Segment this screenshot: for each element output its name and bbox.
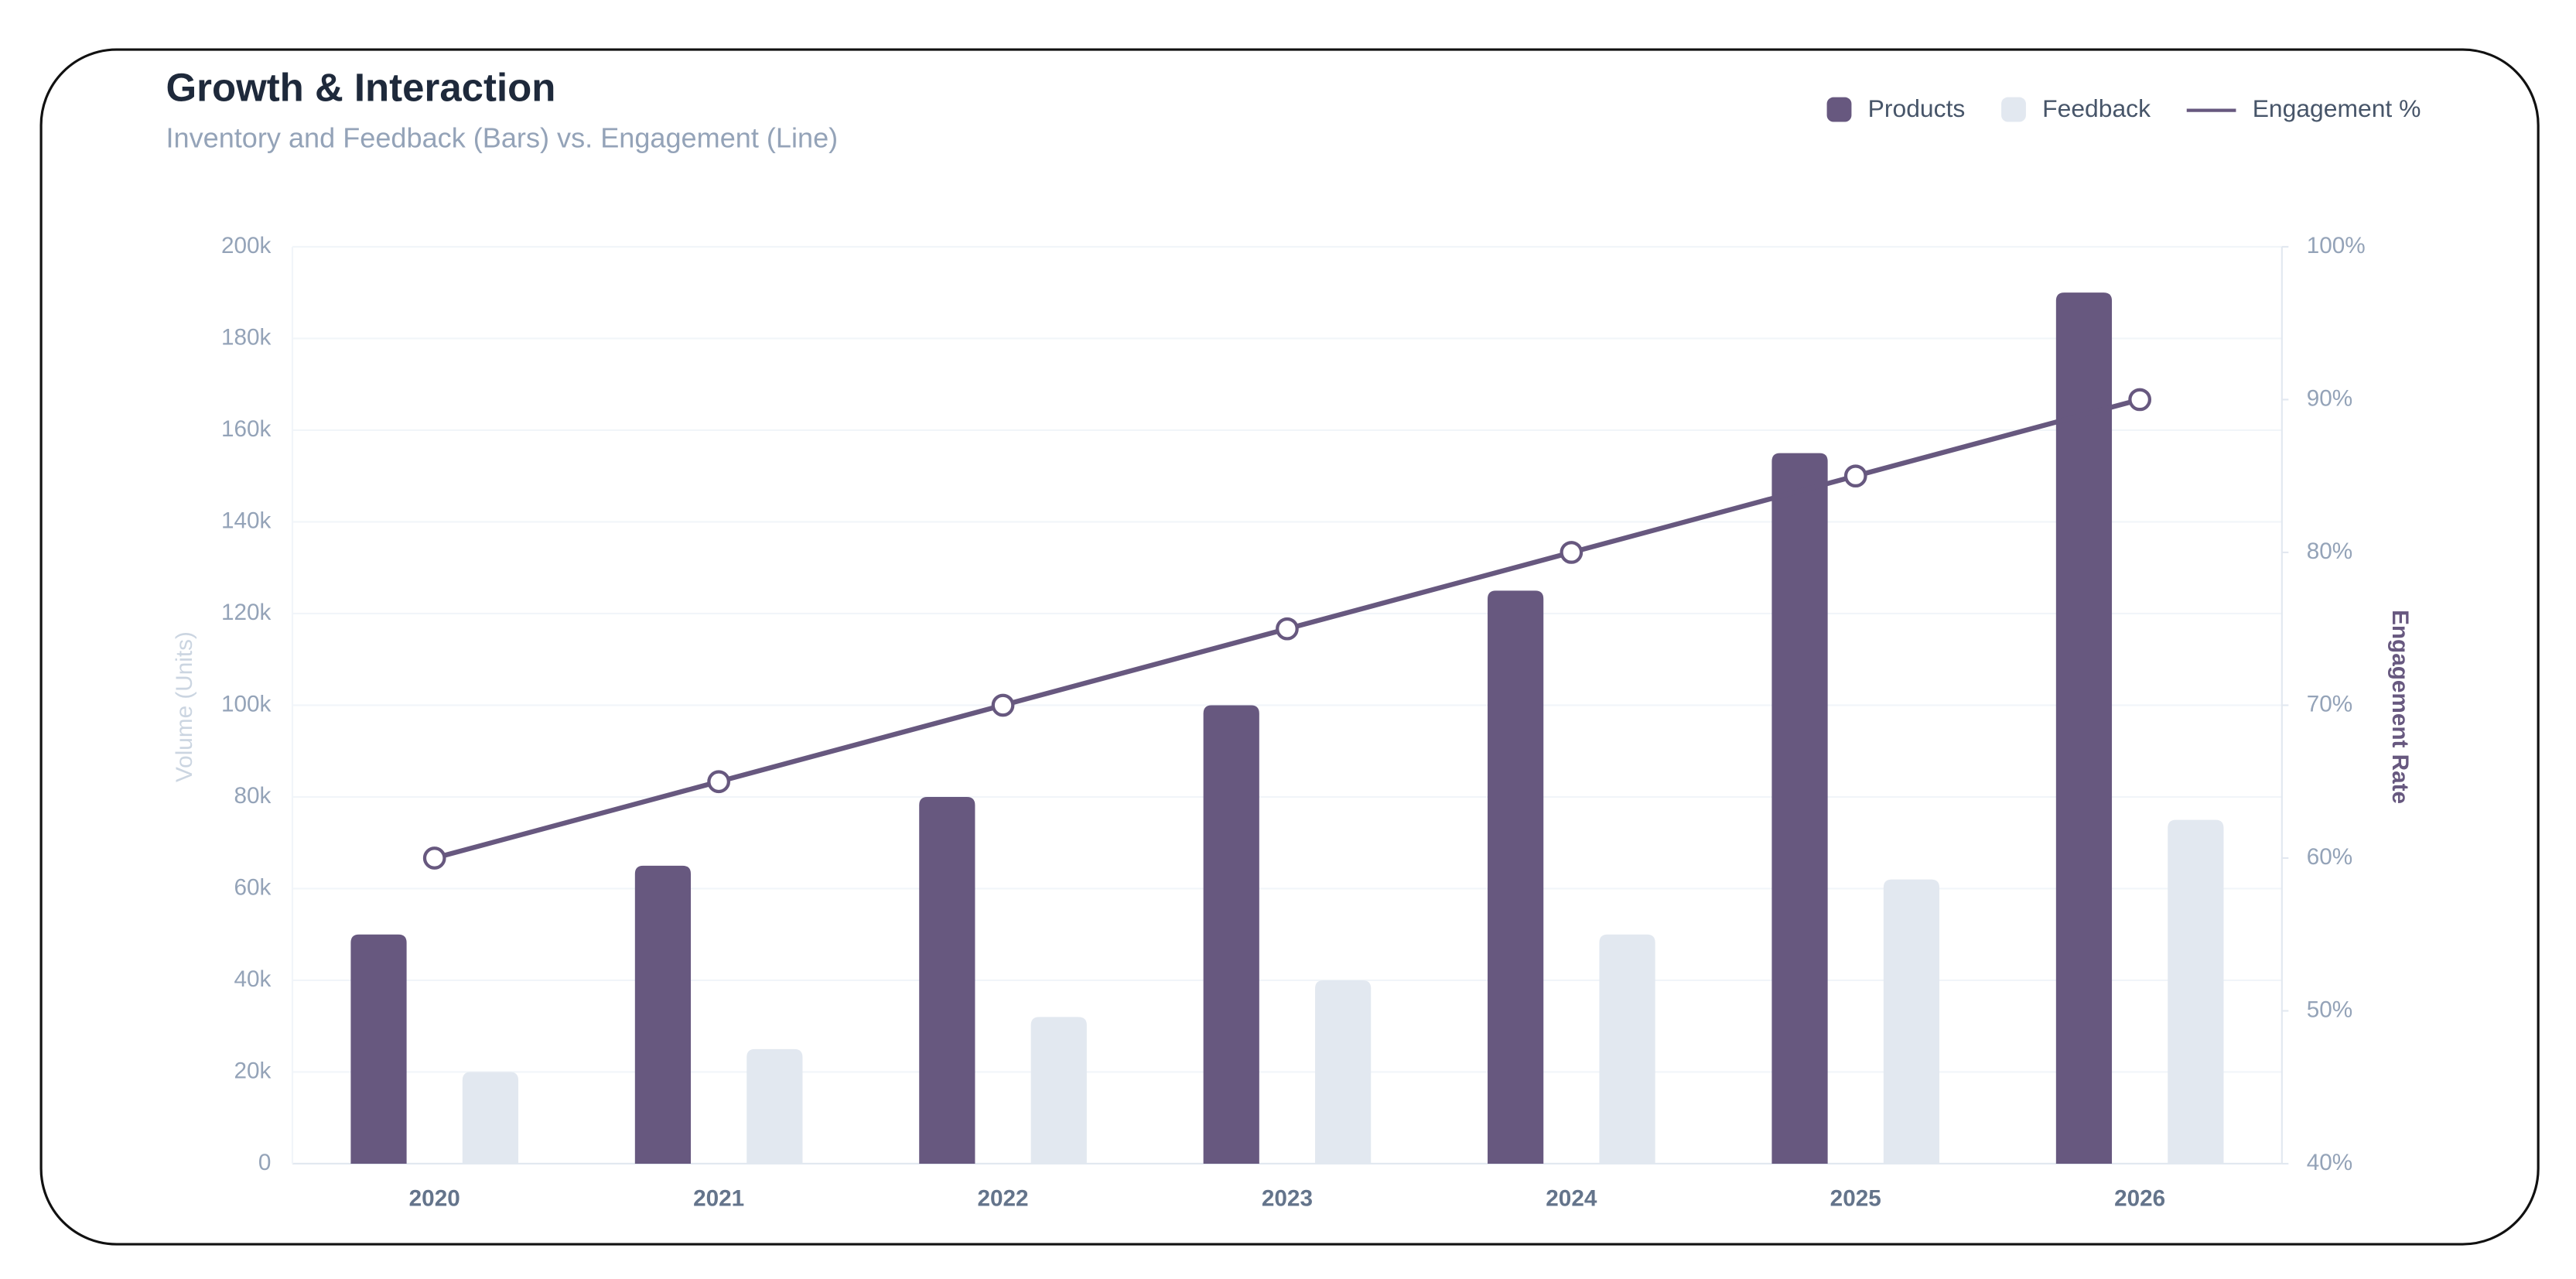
- y2-tick-label: 90%: [2307, 385, 2352, 411]
- bar: [746, 1048, 803, 1164]
- x-tick-label: 2024: [1546, 1186, 1597, 1212]
- y-tick-label: 120k: [221, 600, 272, 625]
- x-tick-label: 2020: [409, 1186, 460, 1212]
- line-point: [1560, 541, 1584, 564]
- y-tick-label: 20k: [234, 1058, 271, 1083]
- x-tick-label: 2025: [1830, 1186, 1881, 1212]
- legend-label: Products: [1868, 94, 1966, 122]
- y-tick-label: 100k: [221, 691, 272, 716]
- line-point: [1276, 617, 1299, 641]
- line-point: [1843, 464, 1867, 488]
- line-point: [2128, 388, 2152, 412]
- bar: [634, 865, 692, 1164]
- y2-tick-label: 50%: [2307, 997, 2352, 1022]
- x-tick-label: 2023: [1262, 1186, 1313, 1212]
- y-tick-label: 200k: [221, 233, 272, 258]
- y2-tick-label: 70%: [2307, 691, 2352, 716]
- y-tick-label: 60k: [234, 874, 271, 900]
- line-point: [422, 846, 446, 870]
- x-tick-label: 2022: [977, 1186, 1028, 1212]
- x-tick-label: 2026: [2114, 1186, 2165, 1212]
- y-tick-label: 160k: [221, 416, 272, 442]
- y-tick-label: 80k: [234, 783, 271, 809]
- bar: [1771, 453, 1828, 1164]
- bar: [350, 934, 407, 1164]
- bar: [1315, 980, 1372, 1164]
- legend-label: Engagement %: [2253, 94, 2421, 122]
- bar: [462, 1072, 519, 1164]
- y2-tick-label: 60%: [2307, 844, 2352, 870]
- y2-axis-title: Engagement Rate: [2387, 610, 2413, 804]
- y2-tick-label: 40%: [2307, 1150, 2352, 1175]
- x-tick-label: 2021: [693, 1186, 744, 1212]
- legend-swatch: [2001, 97, 2026, 122]
- line-point: [707, 770, 730, 794]
- bar: [1488, 590, 1544, 1164]
- bar: [2055, 292, 2113, 1164]
- bar: [1883, 879, 1940, 1164]
- y2-tick-label: 80%: [2307, 539, 2352, 564]
- bar: [1599, 934, 1655, 1164]
- line-point: [991, 693, 1015, 717]
- card: [39, 48, 2540, 1246]
- chart-title: Growth & Interaction: [166, 66, 555, 110]
- y-tick-label: 40k: [234, 966, 271, 992]
- y-tick-label: 0: [258, 1150, 272, 1175]
- bar: [919, 796, 975, 1164]
- legend-label: Feedback: [2042, 94, 2151, 122]
- chart-subtitle: Inventory and Feedback (Bars) vs. Engage…: [166, 121, 838, 153]
- legend-swatch: [1826, 97, 1852, 122]
- bar: [2168, 819, 2224, 1164]
- y-tick-label: 140k: [221, 508, 272, 533]
- bar: [1203, 705, 1259, 1164]
- y-tick-label: 180k: [221, 324, 272, 350]
- y2-tick-label: 100%: [2307, 233, 2366, 258]
- bar: [1030, 1017, 1087, 1164]
- y-axis-title: Volume (Units): [172, 631, 197, 782]
